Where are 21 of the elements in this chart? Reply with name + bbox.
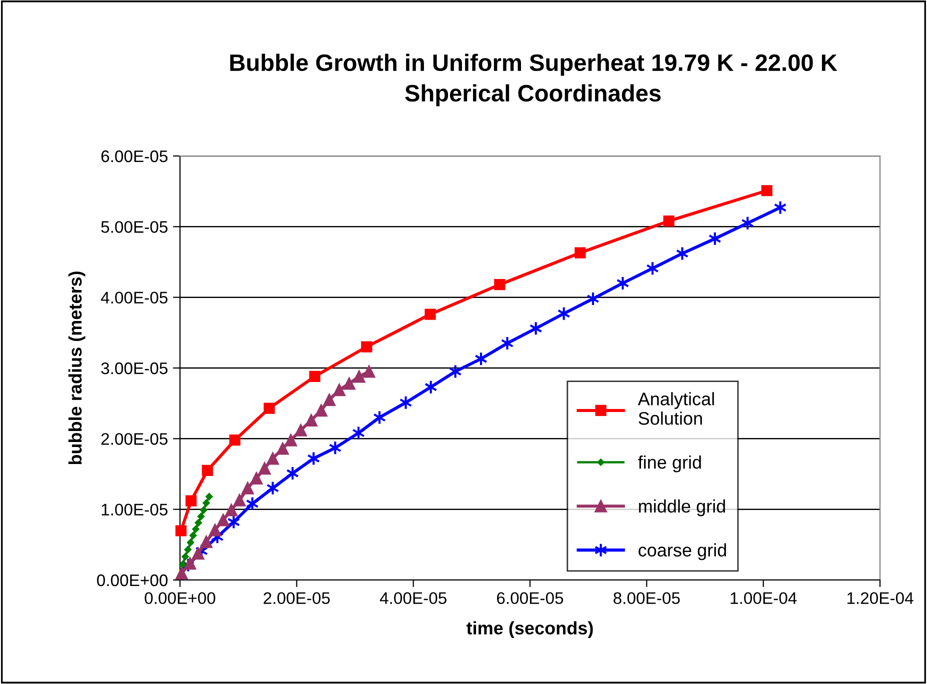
x-tick-label: 1.00E-04 (730, 592, 797, 604)
legend-label: fine grid (638, 455, 701, 472)
y-tick-label: 4.00E-05 (100, 292, 168, 304)
x-tick-label: 6.00E-05 (497, 592, 564, 604)
y-tick-label: 1.00E-05 (102, 504, 168, 516)
x-tick-label: 0.00E+00 (144, 592, 216, 604)
y-tick-label: 5.00E-05 (101, 221, 168, 233)
y-axis-title: bubble radius (meters) (68, 272, 86, 464)
legend-label: Analytical Solution (638, 392, 714, 425)
x-tick-label: 8.00E-05 (614, 592, 680, 604)
legend-label: coarse grid (638, 543, 726, 560)
x-tick-label: 4.00E-05 (380, 592, 446, 604)
y-tick-label: 2.00E-05 (101, 433, 168, 445)
x-axis-title: time (seconds) (466, 621, 593, 638)
y-tick-label: 0.00E+00 (97, 574, 168, 586)
x-tick-label: 1.20E-04 (847, 592, 914, 604)
x-tick-label: 2.00E-05 (264, 592, 330, 604)
y-tick-label: 6.00E-05 (101, 150, 168, 162)
y-tick-label: 3.00E-05 (101, 362, 168, 374)
legend-label: middle grid (639, 499, 725, 516)
chart-title: Bubble Growth in Uniform Superheat 19.79 K - 22.00 K Shperical Coordinades (230, 54, 838, 106)
